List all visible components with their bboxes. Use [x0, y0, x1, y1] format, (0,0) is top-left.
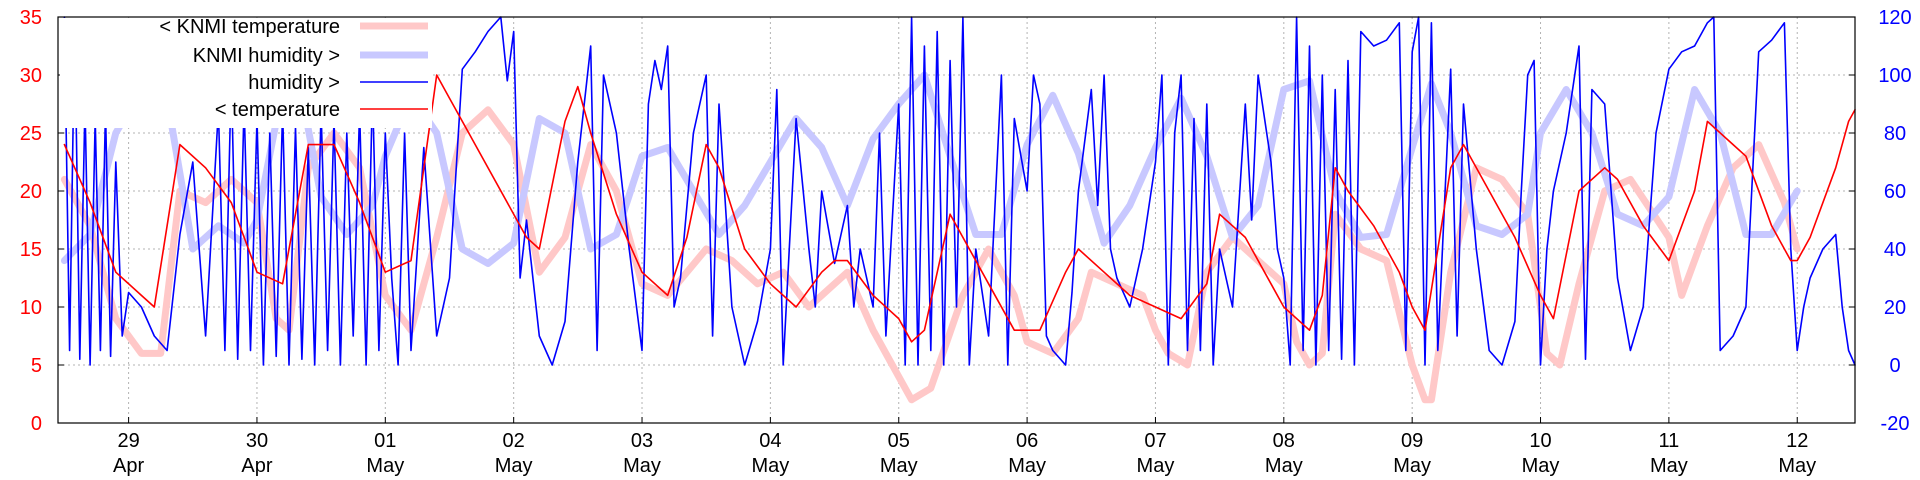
x-tick-day: 01 [374, 430, 396, 452]
x-tick-month: May [1393, 455, 1431, 477]
x-tick-month: May [1522, 455, 1560, 477]
x-tick-month: May [366, 455, 404, 477]
x-tick-day: 06 [1016, 430, 1038, 452]
y-left-tick-label: 5 [31, 355, 42, 377]
y-left-tick-label: 35 [20, 7, 42, 29]
x-tick-day: 12 [1786, 430, 1808, 452]
y-left-tick-label: 15 [20, 239, 42, 261]
x-tick-month: May [623, 455, 661, 477]
x-tick-month: May [1137, 455, 1175, 477]
x-tick-day: 02 [503, 430, 525, 452]
x-tick-day: 05 [888, 430, 910, 452]
y-left-tick-label: 0 [31, 413, 42, 435]
x-tick-day: 03 [631, 430, 653, 452]
legend-label-2: humidity > [248, 72, 340, 94]
x-tick-month: Apr [241, 455, 272, 477]
x-tick-day: 08 [1273, 430, 1295, 452]
y-left-tick-label: 30 [20, 65, 42, 87]
legend-label-1: KNMI humidity > [193, 45, 340, 67]
y-right-tick-label: 40 [1884, 239, 1906, 261]
y-right-tick-label: -20 [1881, 413, 1910, 435]
plot-frame [57, 16, 1856, 424]
x-tick-day: 30 [246, 430, 268, 452]
y-left-tick-label: 10 [20, 297, 42, 319]
y-right-tick-label: 20 [1884, 297, 1906, 319]
y-left-tick-label: 20 [20, 181, 42, 203]
legend: < KNMI temperature KNMI humidity > humidit… [60, 16, 432, 128]
x-tick-month: May [1650, 455, 1688, 477]
axis-ticks: 05101520253035-2002040608010012029Apr30A… [20, 7, 1912, 477]
x-tick-month: Apr [113, 455, 144, 477]
x-tick-month: May [751, 455, 789, 477]
x-tick-month: May [1265, 455, 1303, 477]
y-right-tick-label: 0 [1889, 355, 1900, 377]
series-line-3 [63, 74, 1856, 343]
series-line-0 [60, 106, 1801, 404]
legend-label-0: < KNMI temperature [159, 16, 340, 38]
x-tick-day: 10 [1529, 430, 1551, 452]
x-tick-day: 09 [1401, 430, 1423, 452]
legend-label-3: < temperature [215, 99, 340, 121]
x-tick-month: May [1008, 455, 1046, 477]
x-tick-month: May [880, 455, 918, 477]
y-right-tick-label: 60 [1884, 181, 1906, 203]
x-tick-day: 04 [759, 430, 781, 452]
x-tick-day: 29 [117, 430, 139, 452]
x-tick-day: 11 [1658, 430, 1679, 452]
y-right-tick-label: 80 [1884, 123, 1906, 145]
y-right-tick-label: 120 [1878, 7, 1911, 29]
x-tick-month: May [495, 455, 533, 477]
y-right-tick-label: 100 [1878, 65, 1911, 87]
x-tick-month: May [1778, 455, 1816, 477]
x-tick-day: 07 [1144, 430, 1166, 452]
y-left-tick-label: 25 [20, 123, 42, 145]
